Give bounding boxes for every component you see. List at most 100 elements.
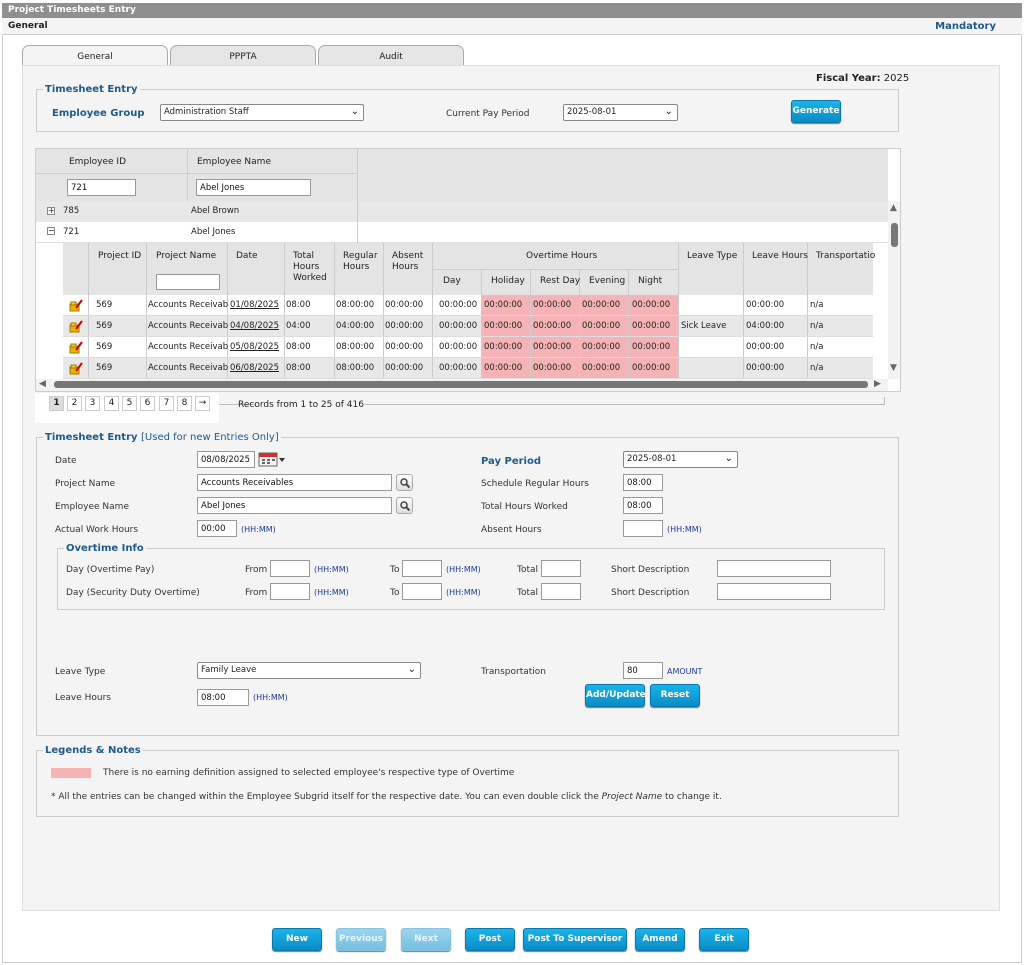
page-6[interactable]: 6: [140, 396, 155, 411]
project-name-input[interactable]: [197, 474, 392, 491]
table-row[interactable]: 569 Accounts Receivable 04/08/2025 04:00 04:…: [63, 316, 873, 337]
col-date[interactable]: Date: [236, 251, 258, 261]
project-search-icon[interactable]: [396, 474, 413, 491]
total-hours-worked-input[interactable]: [623, 497, 663, 514]
horizontal-scrollbar[interactable]: ◀ ▶: [36, 379, 888, 391]
scroll-left-icon[interactable]: ◀: [39, 379, 46, 389]
add-update-button[interactable]: Add/Update: [585, 684, 646, 707]
col-night[interactable]: Night: [638, 276, 663, 286]
cell-date[interactable]: 06/08/2025: [230, 363, 279, 373]
total-label: Total: [517, 565, 539, 575]
overtime-to-input[interactable]: [402, 560, 442, 577]
previous-button[interactable]: Previous: [336, 928, 386, 951]
col-transportation[interactable]: Transportatio: [816, 251, 876, 261]
date-input[interactable]: [197, 451, 255, 468]
scroll-right-icon[interactable]: ▶: [874, 379, 881, 389]
col-evening[interactable]: Evening: [589, 276, 626, 286]
actual-work-hours-input[interactable]: [197, 520, 237, 537]
overtime-total-input[interactable]: [541, 583, 581, 600]
col-absent-hours[interactable]: Absent Hours: [392, 251, 424, 272]
overtime-from-input[interactable]: [270, 583, 310, 600]
cell-pname[interactable]: Accounts Receivable: [148, 363, 228, 373]
short-description-input[interactable]: [717, 560, 831, 577]
edit-row-icon[interactable]: [69, 299, 83, 315]
employee-search-icon[interactable]: [396, 497, 413, 514]
employee-name-input[interactable]: [197, 497, 392, 514]
grid-pager: 1 2 3 4 5 6 7 8 → Records from 1 to 25 o…: [35, 393, 901, 423]
collapse-icon[interactable]: −: [47, 226, 55, 235]
cell-pname[interactable]: Accounts Receivable: [148, 300, 228, 310]
cell-date[interactable]: 04/08/2025: [230, 321, 279, 331]
transportation-input[interactable]: [623, 662, 663, 679]
legends-notes-legend: Legends & Notes: [45, 745, 141, 756]
scroll-thumb[interactable]: [891, 223, 898, 247]
page-4[interactable]: 4: [104, 396, 119, 411]
reset-button[interactable]: Reset: [650, 684, 700, 707]
filter-project-name[interactable]: [156, 274, 220, 290]
cell-pname[interactable]: Accounts Receivable: [148, 321, 228, 331]
overtime-total-input[interactable]: [541, 560, 581, 577]
schedule-regular-hours-input[interactable]: [623, 474, 663, 491]
hscroll-thumb[interactable]: [54, 381, 868, 388]
post-button[interactable]: Post: [465, 928, 515, 951]
cell-rest: 00:00:00: [533, 300, 572, 310]
leave-type-select[interactable]: Family Leave ⌄: [197, 662, 421, 679]
page-8[interactable]: 8: [177, 396, 192, 411]
overtime-to-input[interactable]: [402, 583, 442, 600]
col-rest-day[interactable]: Rest Day: [540, 276, 581, 286]
absent-hours-input[interactable]: [623, 520, 663, 537]
col-total-hours[interactable]: Total Hours Worked: [293, 251, 327, 283]
col-project-id[interactable]: Project ID: [98, 251, 142, 261]
page-1[interactable]: 1: [49, 396, 64, 411]
short-description-input[interactable]: [717, 583, 831, 600]
tab-general[interactable]: General: [22, 45, 168, 67]
page-5[interactable]: 5: [122, 396, 137, 411]
amend-button[interactable]: Amend: [635, 928, 685, 951]
page-3[interactable]: 3: [85, 396, 100, 411]
current-pay-period-select[interactable]: 2025-08-01 ⌄: [563, 104, 678, 121]
next-page-arrow-icon[interactable]: →: [195, 396, 210, 411]
filter-employee-name[interactable]: [196, 179, 311, 196]
outer-frame: [2, 35, 1022, 963]
exit-button[interactable]: Exit: [699, 928, 749, 951]
table-row[interactable]: 569 Accounts Receivable 05/08/2025 08:00 08:…: [63, 337, 873, 358]
employee-row[interactable]: − 721 Abel Jones: [36, 222, 888, 243]
employee-row[interactable]: + 785 Abel Brown: [36, 201, 888, 222]
tab-pppta[interactable]: PPPTA: [170, 45, 316, 66]
cell-pname[interactable]: Accounts Receivable: [148, 342, 228, 352]
cell-date[interactable]: 05/08/2025: [230, 342, 279, 352]
cell-date[interactable]: 01/08/2025: [230, 300, 279, 310]
expand-icon[interactable]: +: [47, 206, 55, 215]
edit-row-icon[interactable]: [69, 362, 83, 378]
col-leave-type[interactable]: Leave Type: [687, 251, 738, 261]
tab-audit[interactable]: Audit: [318, 45, 464, 66]
no-earning-cell: [579, 358, 628, 379]
col-leave-hours[interactable]: Leave Hours: [752, 251, 808, 261]
vertical-scrollbar[interactable]: ▲ ▼: [888, 201, 900, 379]
new-button[interactable]: New: [272, 928, 322, 951]
pay-period-select[interactable]: 2025-08-01 ⌄: [623, 451, 738, 468]
page-2[interactable]: 2: [67, 396, 82, 411]
generate-button[interactable]: Generate: [791, 100, 841, 123]
table-row[interactable]: 569 Accounts Receivable 06/08/2025 08:00 08:…: [63, 358, 873, 379]
scroll-down-icon[interactable]: ▼: [890, 363, 897, 373]
leave-hours-input[interactable]: [197, 689, 249, 706]
edit-row-icon[interactable]: [69, 320, 83, 336]
edit-row-icon[interactable]: [69, 341, 83, 357]
overtime-from-input[interactable]: [270, 560, 310, 577]
fiscal-year: Fiscal Year: 2025: [816, 73, 909, 84]
page-7[interactable]: 7: [159, 396, 174, 411]
col-day[interactable]: Day: [443, 276, 461, 286]
employee-group-select[interactable]: Administration Staff ⌄: [160, 104, 364, 121]
post-to-supervisor-button[interactable]: Post To Supervisor: [523, 928, 627, 951]
filter-employee-id[interactable]: [67, 179, 136, 196]
calendar-icon[interactable]: [258, 451, 286, 468]
table-row[interactable]: 569 Accounts Receivable 01/08/2025 08:00 08:…: [63, 295, 873, 316]
col-regular-hours[interactable]: Regular Hours: [343, 251, 378, 272]
col-employee-name[interactable]: Employee Name: [197, 157, 271, 167]
col-holiday[interactable]: Holiday: [491, 276, 525, 286]
scroll-up-icon[interactable]: ▲: [890, 203, 897, 213]
col-project-name[interactable]: Project Name: [156, 251, 217, 261]
next-button[interactable]: Next: [401, 928, 451, 951]
col-employee-id[interactable]: Employee ID: [69, 157, 127, 167]
